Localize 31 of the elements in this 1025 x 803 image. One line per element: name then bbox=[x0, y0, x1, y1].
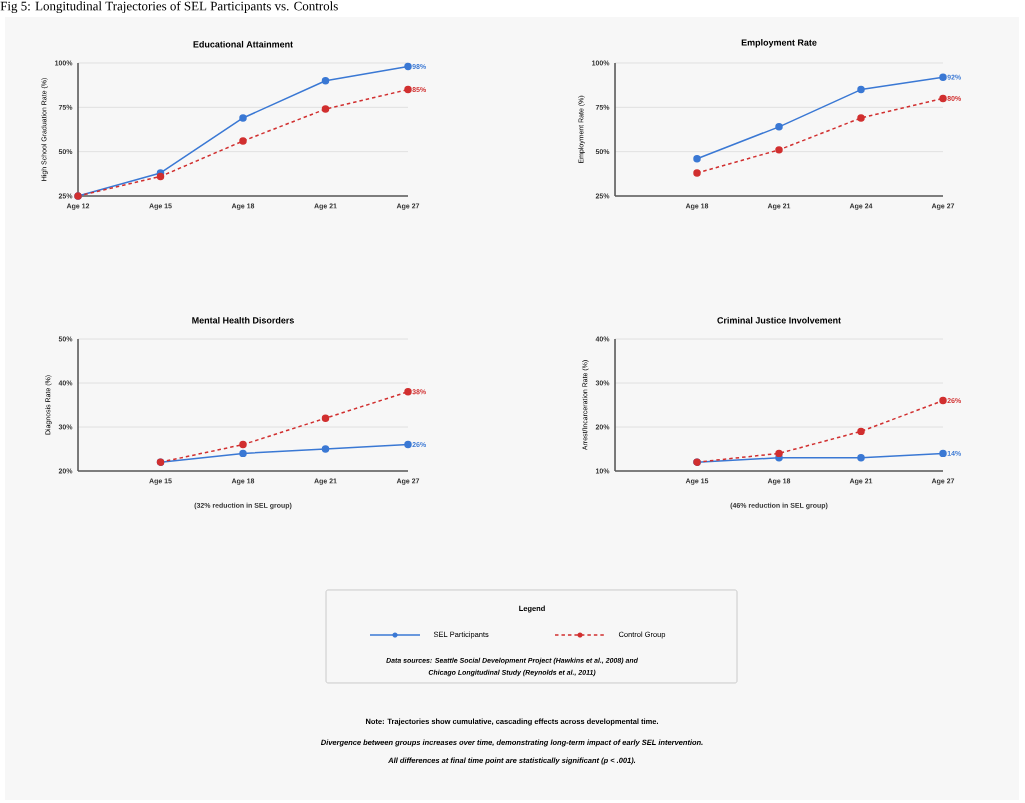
point bbox=[239, 440, 247, 449]
point bbox=[156, 172, 165, 181]
point bbox=[404, 440, 412, 449]
point bbox=[404, 62, 412, 71]
point bbox=[239, 137, 247, 145]
point bbox=[939, 449, 947, 458]
point bbox=[775, 449, 783, 458]
point bbox=[321, 445, 330, 453]
point bbox=[239, 449, 247, 458]
point bbox=[693, 169, 701, 177]
point bbox=[404, 85, 412, 94]
point bbox=[775, 146, 783, 154]
point bbox=[939, 396, 947, 405]
point bbox=[857, 85, 865, 94]
point bbox=[693, 155, 701, 163]
chart-title: Educational Attainment bbox=[193, 40, 293, 48]
point bbox=[939, 94, 947, 103]
point bbox=[321, 105, 330, 113]
chart-title: Employment Rate bbox=[741, 39, 817, 48]
text: Fig 5: Longitudinal Trajectories of SEL Participants vs. Controls bbox=[0, 1, 338, 14]
point bbox=[939, 73, 947, 81]
point bbox=[321, 414, 330, 422]
point bbox=[857, 454, 865, 462]
chart-title: Mental Health Disorders bbox=[192, 316, 294, 324]
point bbox=[857, 427, 865, 436]
point bbox=[404, 388, 412, 396]
point bbox=[775, 123, 783, 131]
point bbox=[239, 114, 247, 122]
point bbox=[321, 76, 330, 85]
point bbox=[857, 114, 865, 122]
chart-title: Criminal Justice Involvement bbox=[717, 316, 841, 324]
